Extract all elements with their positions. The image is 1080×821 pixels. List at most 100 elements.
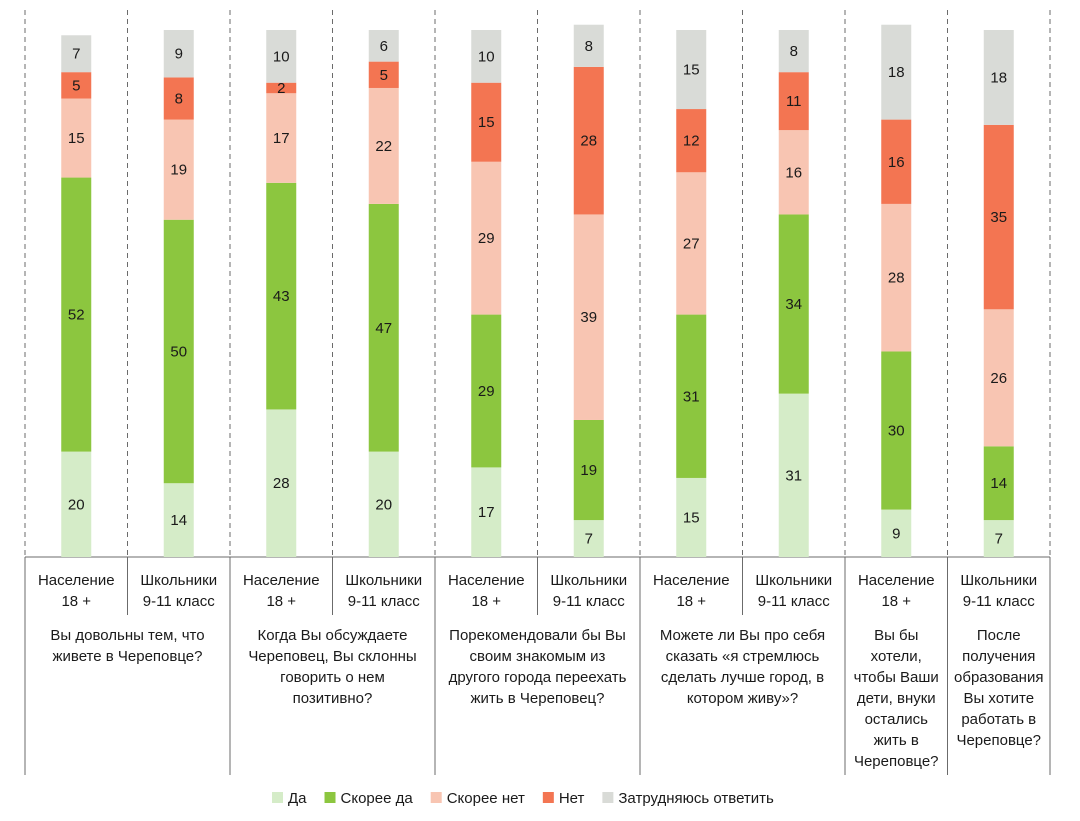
bar-segment (778, 214, 809, 394)
data-label: 14 (170, 512, 187, 529)
bar-segment (61, 98, 92, 178)
category-label: 18 + (676, 593, 706, 610)
bar-segment (881, 509, 912, 557)
data-label: 15 (68, 130, 85, 147)
question-label: позитивно? (293, 690, 373, 707)
bar-segment (573, 520, 604, 557)
question-label: образования (954, 669, 1043, 686)
data-label: 34 (785, 296, 802, 313)
category-label: 9-11 класс (758, 593, 830, 610)
legend-swatch (602, 792, 614, 803)
question-label: живете в Череповце? (53, 648, 203, 665)
question-label: После (977, 627, 1021, 644)
data-label: 28 (273, 475, 290, 492)
category-label: Школьники (960, 572, 1037, 589)
bar-segment (573, 66, 604, 215)
category-label: Школьники (345, 572, 422, 589)
data-label: 15 (683, 62, 700, 79)
data-label: 28 (580, 133, 597, 150)
category-label: Население (448, 572, 525, 589)
legend-label: Затрудняюсь ответить (618, 790, 774, 807)
legend-swatch (324, 792, 336, 803)
bar-segment (163, 219, 194, 484)
data-label: 5 (72, 77, 80, 94)
data-label: 52 (68, 307, 85, 324)
category-label: Население (653, 572, 730, 589)
data-label: 50 (170, 343, 187, 360)
bar-segment (61, 177, 92, 452)
category-label: Школьники (755, 572, 832, 589)
data-label: 9 (175, 46, 183, 63)
question-label: говорить о нем (280, 669, 385, 686)
question-label: чтобы Ваши (854, 669, 939, 686)
legend-swatch (542, 792, 554, 803)
question-label: Можете ли Вы про себя (660, 627, 825, 644)
question-label: Череповец, Вы склонны (248, 648, 416, 665)
data-label: 9 (892, 525, 900, 542)
data-label: 7 (72, 46, 80, 63)
bar-segment (471, 314, 502, 468)
data-label: 26 (990, 370, 1007, 387)
question-label: сделать лучше город, в (661, 669, 824, 686)
question-label: Когда Вы обсуждаете (257, 627, 407, 644)
category-label: 18 + (881, 593, 911, 610)
data-label: 15 (683, 509, 700, 526)
question-label: жить в (874, 732, 919, 749)
data-label: 16 (888, 154, 905, 171)
question-label: котором живу»? (687, 690, 798, 707)
data-label: 28 (888, 270, 905, 287)
bar-segment (881, 203, 912, 352)
bar-segment (163, 483, 194, 557)
bar-segment (881, 351, 912, 510)
bar-segment (163, 30, 194, 78)
category-label: Население (243, 572, 320, 589)
bar-segment (983, 446, 1014, 521)
data-label: 10 (273, 48, 290, 65)
data-label: 8 (790, 43, 798, 60)
category-label: 18 + (471, 593, 501, 610)
category-label: Школьники (550, 572, 627, 589)
category-label: 18 + (61, 593, 91, 610)
bar-segment (61, 35, 92, 73)
data-label: 10 (478, 48, 495, 65)
data-label: 31 (785, 467, 802, 484)
bar-segment (368, 203, 399, 452)
question-label: Порекомендовали бы Вы (449, 627, 626, 644)
data-label: 39 (580, 309, 597, 326)
bar-segment (368, 87, 399, 204)
bar-segment (163, 77, 194, 120)
bar-segment (983, 124, 1014, 310)
data-label: 20 (68, 496, 85, 513)
bar-segment (266, 30, 297, 83)
bar-segment (266, 409, 297, 557)
bar-segment (676, 109, 707, 173)
data-label: 30 (888, 423, 905, 440)
data-label: 22 (375, 138, 392, 155)
bar-segment (471, 30, 502, 83)
data-label: 11 (786, 93, 802, 110)
bar-segment (778, 130, 809, 215)
question-label: Вы бы (874, 627, 918, 644)
category-label: 9-11 класс (348, 593, 420, 610)
category-label: 18 + (266, 593, 296, 610)
bar-segment (368, 30, 399, 62)
bar-segment (778, 72, 809, 131)
bar-segment (266, 182, 297, 410)
data-label: 7 (585, 531, 593, 548)
data-label: 43 (273, 288, 290, 305)
bar-segment (573, 419, 604, 521)
question-label: дети, внуки (857, 690, 936, 707)
bar-segment (573, 24, 604, 67)
legend-label: Да (288, 790, 307, 807)
bar-segment (676, 477, 707, 557)
data-label: 19 (170, 162, 187, 179)
question-label: жить в Череповец? (471, 690, 605, 707)
legend-label: Скорее нет (447, 790, 525, 807)
question-label: своим знакомым из (470, 648, 606, 665)
category-label: 9-11 класс (963, 593, 1035, 610)
data-label: 5 (380, 67, 388, 84)
data-label: 18 (990, 69, 1007, 86)
data-label: 8 (175, 91, 183, 108)
bar-segment (778, 393, 809, 557)
